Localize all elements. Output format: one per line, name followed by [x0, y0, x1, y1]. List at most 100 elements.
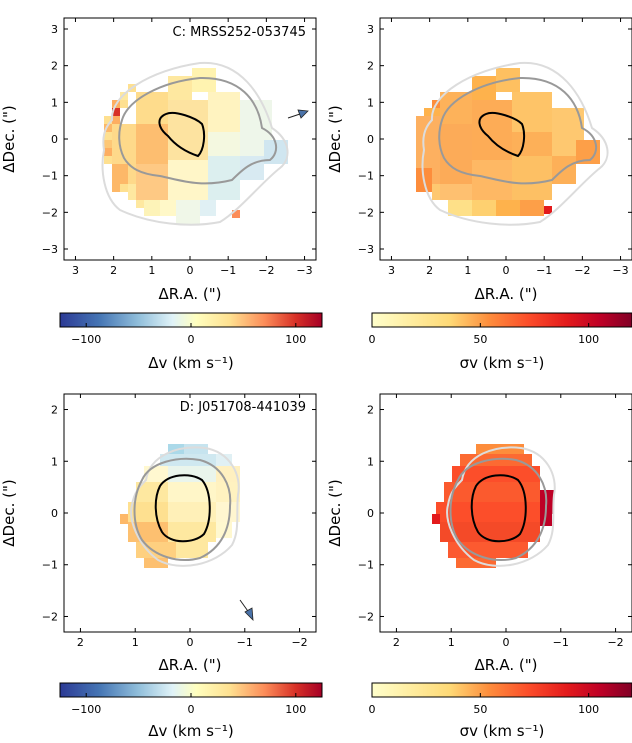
x-tick-label: 2 [426, 264, 433, 277]
x-tick-label: 3 [388, 264, 395, 277]
outer-contour [101, 61, 289, 226]
colorbar-tick-label: 0 [188, 333, 195, 346]
x-tick-label: 0 [187, 636, 194, 649]
x-tick-label: 2 [77, 636, 84, 649]
colorbar-fill [371, 312, 632, 328]
arrow-head-icon [297, 109, 309, 119]
y-tick-label: 3 [367, 23, 374, 36]
x-ticks: 2 1 0 −1 −2 [77, 394, 308, 649]
y-tick-label: 2 [51, 60, 58, 73]
panel-d-dispersion: 2 1 0 −1 −2 2 1 0 −1 −2 ΔR.A. (") ΔDec. (") [326, 393, 632, 674]
panel-c-dispersion: 3 2 1 0 −1 −2 −3 3 2 1 0 −1 −2 −3 ΔR.A. (") ΔDec. ("… [326, 17, 632, 303]
colorbar-velocity-bottom: −100 0 100 Δv (km s⁻¹) [59, 682, 323, 740]
colorbar-tick-label: 0 [188, 703, 195, 716]
inner-contour [470, 474, 527, 543]
x-tick-label: 1 [464, 264, 471, 277]
colorbar-velocity-top: −100 0 100 Δv (km s⁻¹) [59, 312, 323, 372]
colorbar-dispersion-top: 0 50 100 σv (km s⁻¹) [369, 312, 632, 372]
y-axis-label: ΔDec. (") [326, 479, 344, 546]
x-ticks: 2 1 0 −1 −2 [393, 394, 624, 649]
x-tick-label: 1 [448, 636, 455, 649]
x-tick-label: −1 [220, 264, 236, 277]
y-tick-label: 0 [367, 133, 374, 146]
y-tick-label: 1 [51, 96, 58, 109]
y-ticks: 2 1 0 −1 −2 [42, 404, 316, 623]
colorbar-label: σv (km s⁻¹) [460, 354, 545, 372]
colorbar-tick-label: 100 [578, 703, 599, 716]
y-tick-label: 1 [51, 455, 58, 468]
colorbar-label: Δv (km s⁻¹) [148, 722, 233, 740]
inner-contour [158, 112, 206, 158]
colorbar-tick-label: 50 [473, 333, 487, 346]
dispersion-map-d [432, 444, 554, 568]
colorbar-label: σv (km s⁻¹) [460, 722, 545, 740]
x-axis-label: ΔR.A. (") [474, 656, 537, 674]
velocity-map-d [120, 444, 240, 568]
y-tick-label: −1 [42, 559, 58, 572]
x-tick-label: −3 [296, 264, 312, 277]
x-tick-label: −2 [607, 636, 623, 649]
y-tick-label: 1 [367, 455, 374, 468]
y-axis-label: ΔDec. (") [326, 105, 344, 172]
y-tick-label: 0 [51, 507, 58, 520]
outer-contour [421, 61, 609, 226]
inner-contour [478, 112, 526, 158]
y-axis-label: ΔDec. (") [0, 479, 18, 546]
colorbar-ticks: 0 50 100 [369, 323, 599, 346]
x-tick-label: 2 [110, 264, 117, 277]
y-tick-label: 2 [367, 60, 374, 73]
colorbar-tick-label: 100 [285, 703, 306, 716]
panel-title: C: MRSS252-053745 [173, 25, 306, 40]
velocity-map-c [104, 68, 288, 224]
colorbar-tick-label: 0 [369, 703, 376, 716]
colorbar-tick-label: 50 [473, 703, 487, 716]
y-tick-label: −3 [42, 243, 58, 256]
arrow-head-icon [244, 607, 254, 622]
x-tick-label: −2 [291, 636, 307, 649]
y-tick-label: 2 [51, 404, 58, 417]
colorbar-label: Δv (km s⁻¹) [148, 354, 233, 372]
y-tick-label: −3 [358, 243, 374, 256]
dispersion-map-c [416, 68, 600, 216]
x-tick-label: −1 [553, 636, 569, 649]
y-axis-label: ΔDec. (") [0, 105, 18, 172]
inner-contour [154, 474, 211, 543]
y-ticks: 3 2 1 0 −1 −2 −3 [42, 23, 316, 256]
colorbar-fill [371, 682, 632, 698]
panel-title: D: J051708-441039 [180, 400, 306, 415]
middle-contour [133, 457, 232, 561]
y-tick-label: −2 [358, 206, 374, 219]
x-axis-label: ΔR.A. (") [474, 285, 537, 303]
y-tick-label: 1 [367, 96, 374, 109]
y-tick-label: −1 [358, 170, 374, 183]
y-tick-label: −1 [42, 170, 58, 183]
middle-contour [438, 76, 598, 185]
outer-contour [446, 446, 556, 567]
x-tick-label: 0 [503, 636, 510, 649]
colorbar-ticks: 0 50 100 [369, 693, 599, 716]
y-tick-label: −2 [358, 610, 374, 623]
x-tick-label: 2 [393, 636, 400, 649]
x-ticks: 3 2 1 0 −1 −2 −3 [388, 18, 629, 277]
panel-d-velocity: D: J051708-441039 2 1 0 −1 −2 2 1 0 −1 −2 ΔR.A. … [0, 393, 317, 674]
x-axis-label: ΔR.A. (") [158, 656, 221, 674]
y-ticks: 3 2 1 0 −1 −2 −3 [358, 23, 632, 256]
colorbar-ticks: −100 0 100 [71, 323, 306, 346]
x-tick-label: 1 [148, 264, 155, 277]
x-tick-label: 3 [72, 264, 79, 277]
colorbar-tick-label: −100 [71, 333, 101, 346]
y-ticks: 2 1 0 −1 −2 [358, 404, 632, 623]
y-tick-label: −2 [42, 610, 58, 623]
x-tick-label: 0 [187, 264, 194, 277]
x-tick-label: −2 [258, 264, 274, 277]
middle-contour [118, 76, 278, 185]
middle-contour [449, 457, 548, 561]
x-ticks: 3 2 1 0 −1 −2 −3 [72, 18, 313, 277]
y-tick-label: −1 [358, 559, 374, 572]
y-tick-label: 0 [51, 133, 58, 146]
x-tick-label: −1 [536, 264, 552, 277]
colorbar-dispersion-bottom: 0 50 100 σv (km s⁻¹) [369, 682, 632, 740]
x-tick-label: −3 [612, 264, 628, 277]
x-tick-label: −2 [574, 264, 590, 277]
